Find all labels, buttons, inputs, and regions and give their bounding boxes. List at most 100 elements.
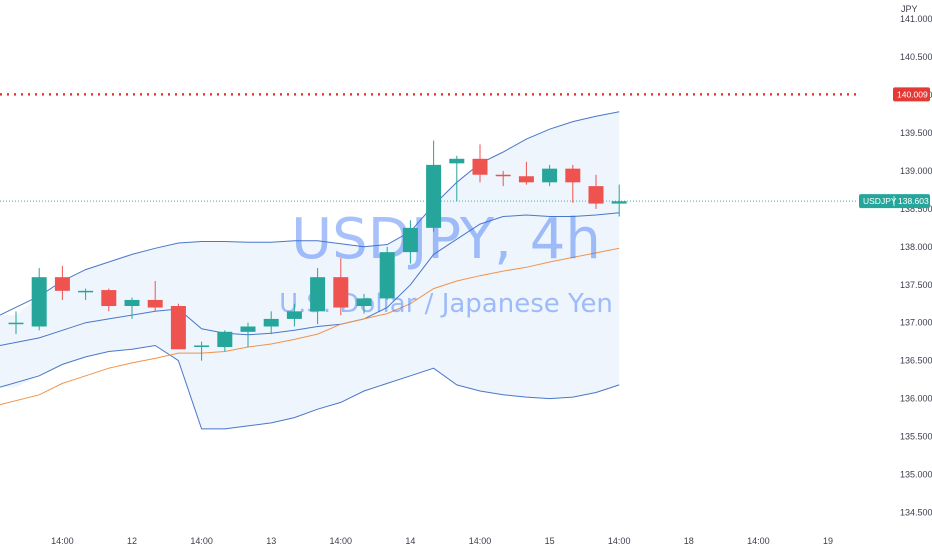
time-tick-label: 13	[266, 536, 276, 546]
candle	[449, 155, 465, 202]
candle-body	[542, 168, 558, 183]
price-tick-label: 139.500	[900, 128, 932, 138]
bollinger-lower-line	[0, 344, 620, 430]
price-tick-label: 134.500	[900, 507, 932, 517]
time-axis[interactable]: 14:00 12 14:00 13 14:00 14 14:00 15 14:00 18 14:00…	[51, 536, 833, 546]
time-tick-label: 14:00	[469, 536, 492, 546]
candle	[147, 280, 163, 312]
bollinger-basis-line	[0, 212, 620, 346]
candle-body	[78, 290, 94, 293]
symbol-tag-background	[859, 194, 930, 209]
candle	[333, 258, 349, 316]
symbol-watermark: USDJPY, 4h U.S. Dollar / Japanese Yen	[279, 207, 613, 319]
time-tick-label: 14:00	[51, 536, 74, 546]
price-tick-label: 139.000	[900, 166, 932, 176]
candle-body	[147, 299, 163, 308]
candle-body	[565, 168, 581, 183]
candle-body	[518, 176, 534, 183]
candle	[78, 288, 94, 300]
candle	[565, 164, 581, 203]
candle	[472, 144, 488, 183]
candle-body	[588, 186, 604, 204]
symbol-price-tag: USDJPY 138.603	[859, 194, 930, 209]
time-tick-label: 14:00	[190, 536, 213, 546]
candle	[402, 220, 418, 264]
candle	[426, 140, 442, 232]
bollinger-band-layer	[0, 111, 620, 430]
candle-body	[8, 322, 24, 325]
candle-body	[379, 252, 395, 299]
candle-body	[240, 326, 256, 332]
candle	[310, 268, 326, 325]
candle-body	[101, 290, 117, 307]
candle-body	[449, 158, 465, 164]
level-tag-background	[893, 87, 930, 102]
time-tick-label: 14	[405, 536, 415, 546]
time-tick-label: 14:00	[608, 536, 631, 546]
candle-body	[333, 277, 349, 308]
candle-body	[472, 158, 488, 175]
candle	[542, 164, 558, 187]
price-tick-label: 135.500	[900, 432, 932, 442]
candle-body	[263, 318, 279, 327]
price-tick-label: 135.000	[900, 469, 932, 479]
candle	[356, 293, 372, 314]
candle-body	[217, 331, 233, 347]
candle-body	[310, 277, 326, 312]
symbol-tag-label: USDJPY	[863, 196, 897, 206]
candle-body	[194, 345, 210, 347]
candle-body	[495, 174, 511, 177]
candle	[611, 184, 627, 217]
time-tick-label: 14:00	[747, 536, 770, 546]
moving-average-line	[0, 247, 620, 406]
bollinger-band-fill	[0, 111, 620, 429]
candle	[124, 297, 140, 319]
last-price-label: 138.603	[898, 196, 929, 206]
candle-body	[611, 201, 627, 204]
time-tick-label: 18	[684, 536, 694, 546]
candle	[495, 170, 511, 187]
candle-body	[170, 306, 186, 350]
candle	[588, 174, 604, 209]
candle-body	[426, 164, 442, 228]
candle-body	[286, 311, 302, 319]
candle	[31, 268, 47, 331]
price-tick-label: 137.500	[900, 280, 932, 290]
candle-body	[31, 277, 47, 327]
candle-body	[402, 227, 418, 253]
price-tick-label: 138.500	[900, 204, 932, 214]
bollinger-upper-line	[0, 111, 620, 316]
watermark-title: USDJPY, 4h	[291, 207, 601, 272]
price-tick-label: 136.000	[900, 394, 932, 404]
candle	[286, 303, 302, 327]
price-axis[interactable]: JPY 134.500 135.000 135.500 136.000 136.500 1…	[859, 4, 932, 517]
price-tick-label: 140.500	[900, 52, 932, 62]
level-price-tag: 140.009	[893, 87, 930, 102]
price-tick-label: 136.500	[900, 356, 932, 366]
currency-label: JPY	[901, 4, 918, 14]
candle	[217, 330, 233, 352]
candle-body	[124, 299, 140, 307]
price-tick-label: 138.000	[900, 242, 932, 252]
time-tick-label: 19	[823, 536, 833, 546]
candle	[194, 341, 210, 361]
candle-body	[54, 277, 70, 291]
candle	[379, 246, 395, 300]
watermark-subtitle: U.S. Dollar / Japanese Yen	[279, 289, 613, 319]
time-tick-label: 12	[127, 536, 137, 546]
price-tick-label: 141.000	[900, 14, 932, 24]
time-tick-label: 14:00	[330, 536, 353, 546]
candle	[101, 288, 117, 312]
candle	[54, 265, 70, 300]
time-tick-label: 15	[545, 536, 555, 546]
level-tag-label: 140.009	[897, 89, 928, 99]
price-tick-label: 137.000	[900, 318, 932, 328]
candle	[170, 303, 186, 350]
candle	[263, 311, 279, 335]
candles-layer	[8, 140, 627, 361]
candle-body	[356, 298, 372, 307]
candle	[518, 161, 534, 185]
candle	[240, 322, 256, 347]
